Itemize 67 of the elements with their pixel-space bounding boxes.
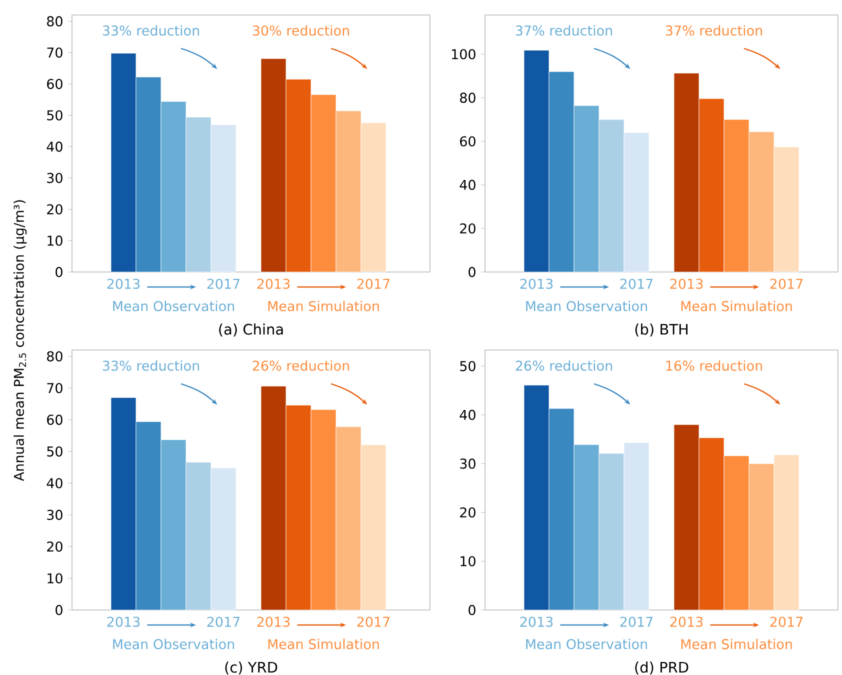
y-tick-label: 40 [46, 142, 62, 152]
x-tick-label: 2013 [257, 278, 290, 289]
x-tick-label: 2013 [257, 616, 290, 627]
x-tick-label: 2017 [770, 278, 803, 289]
y-tick-label: 10 [460, 556, 476, 566]
y-tick-label: 80 [47, 351, 62, 362]
annotation: 16% reduction [666, 360, 762, 371]
x-tick-label: 2013 [520, 278, 553, 289]
x-tick-label: 2013 [107, 616, 140, 627]
y-tick-label: 10 [48, 236, 62, 246]
y-tick-label: 0 [468, 604, 476, 616]
text: (d) PRD [635, 662, 688, 674]
legend-label: Mean Observation [113, 638, 234, 650]
x-tick-label: 2013 [670, 616, 703, 627]
x-tick-label: 2013 [520, 616, 553, 627]
x-tick-label: 2017 [357, 278, 390, 289]
x-tick-label: 2017 [357, 616, 390, 627]
y-tick-label: 10 [48, 573, 62, 584]
legend-label: Mean Simulation [268, 638, 379, 650]
annotation: 26% reduction [516, 360, 612, 371]
y-tick-label: 30 [47, 172, 62, 184]
y-tick-label: 100 [452, 49, 476, 60]
y-tick-label: 30 [460, 458, 476, 469]
text: (c) YRD [225, 662, 278, 674]
y-tick-label: 60 [47, 414, 62, 425]
x-tick-label: 2013 [107, 278, 140, 289]
y-tick-label: 0 [468, 266, 476, 278]
x-tick-label: 2017 [207, 278, 240, 289]
y-tick-label: 40 [460, 180, 476, 190]
y-tick-label: 80 [47, 16, 62, 26]
y-tick-label: 20 [460, 507, 476, 518]
annotation: 30% reduction [252, 25, 349, 36]
y-tick-label: 20 [460, 223, 476, 234]
legend-label: Mean Observation [526, 300, 647, 312]
y-tick-label: 40 [460, 410, 476, 420]
y-tick-label: 60 [47, 78, 62, 90]
y-tick-label: 80 [460, 92, 476, 103]
annotation: 33% reduction [102, 360, 199, 371]
y-tick-label: 0 [56, 266, 62, 278]
y-tick-label: 50 [47, 110, 62, 120]
text: (b) BTH [635, 324, 688, 336]
y-tick-label: 50 [47, 446, 62, 457]
x-tick-label: 2013 [670, 278, 703, 289]
y-tick-label: 50 [460, 360, 476, 372]
legend-label: Mean Observation [526, 638, 647, 650]
annotation: 33% reduction [102, 25, 199, 36]
x-tick-label: 2017 [620, 278, 653, 289]
y-tick-label: 60 [460, 136, 476, 146]
annotation: 37% reduction [516, 25, 612, 36]
x-tick-label: 2017 [770, 616, 803, 627]
legend-label: Mean Observation [113, 300, 234, 312]
y-tick-label: 70 [47, 48, 62, 58]
text: (a) China [219, 324, 283, 336]
legend-label: Mean Simulation [268, 300, 379, 312]
annotation: 26% reduction [252, 360, 349, 371]
y-tick-label: 0 [56, 604, 62, 616]
y-tick-label: 30 [47, 510, 62, 520]
y-tick-label: 40 [46, 478, 62, 488]
x-tick-label: 2017 [620, 616, 653, 627]
y-tick-label: 70 [47, 382, 62, 394]
y-axis-title: Annual mean PM$_{2.5}$ concentration (μg/m³) [14, 200, 27, 481]
legend-label: Mean Simulation [681, 638, 792, 650]
annotation: 37% reduction [666, 25, 762, 36]
x-tick-label: 2017 [207, 616, 240, 627]
y-tick-label: 20 [47, 204, 62, 214]
legend-label: Mean Simulation [681, 300, 792, 312]
y-tick-label: 20 [47, 541, 62, 552]
